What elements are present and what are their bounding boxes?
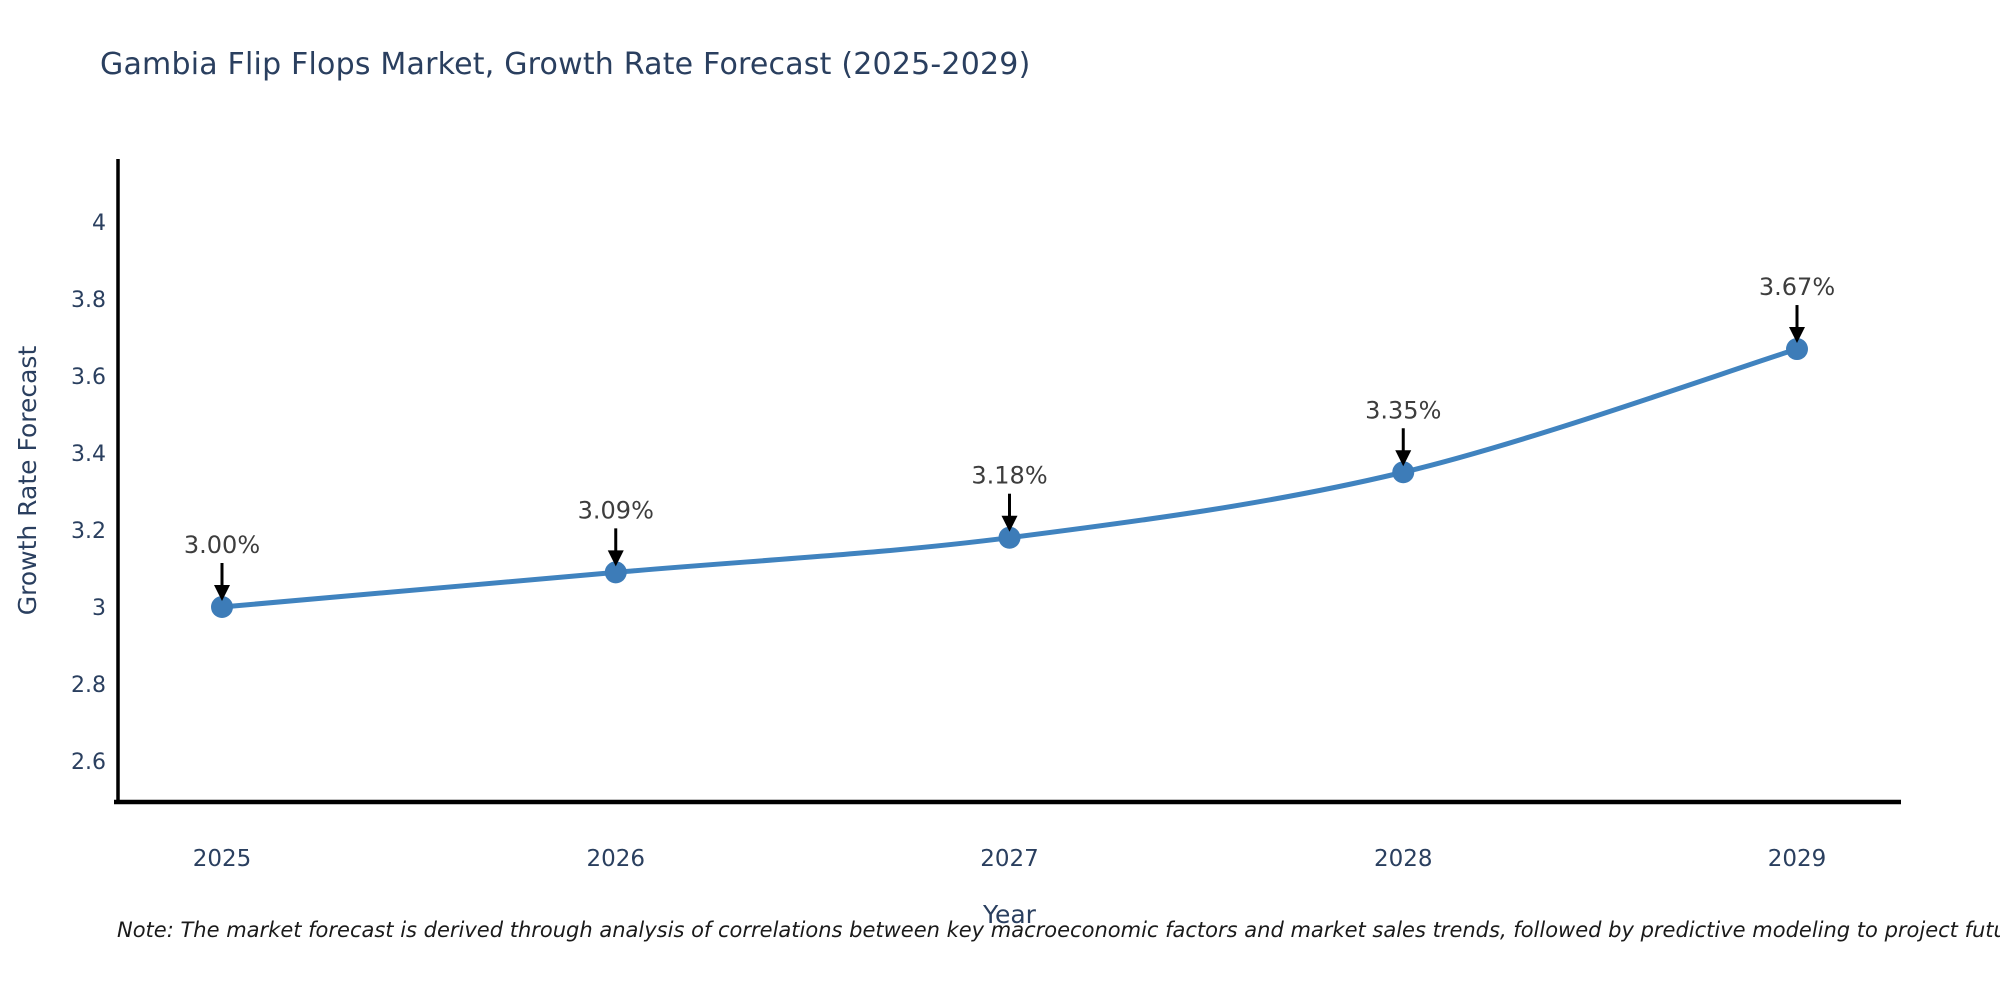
footnote: Note: The market forecast is derived thr… [117, 918, 2000, 942]
y-tick-label: 4 [92, 211, 106, 236]
data-point-marker [211, 596, 233, 618]
annotation-arrowhead [1395, 450, 1412, 467]
y-tick-label: 2.6 [71, 750, 106, 775]
data-point-marker [1786, 338, 1808, 361]
annotation-arrowhead [1001, 515, 1018, 532]
annotation-arrowhead [1789, 327, 1805, 344]
y-tick-label: 3.2 [71, 519, 106, 544]
x-tick-label: 2026 [586, 846, 645, 872]
y-tick-label: 3.6 [71, 365, 106, 390]
y-tick-label: 3 [92, 596, 106, 621]
data-point-marker [998, 526, 1021, 549]
annotation-label: 3.00% [184, 531, 260, 559]
y-tick-label: 3.8 [71, 288, 106, 313]
data-point-marker [604, 561, 627, 584]
annotation-arrowhead [607, 550, 624, 567]
annotation-label: 3.18% [971, 462, 1047, 490]
data-point-marker [1392, 461, 1415, 484]
x-tick-label: 2029 [1768, 846, 1827, 872]
y-axis-title: Growth Rate Forecast [13, 346, 42, 616]
chart-title: Gambia Flip Flops Market, Growth Rate Fo… [100, 47, 1031, 82]
y-tick-label: 3.4 [71, 442, 106, 467]
annotation-label: 3.35% [1365, 396, 1441, 424]
x-axis-title: Year [982, 900, 1037, 929]
x-tick-label: 2025 [193, 846, 252, 872]
annotation-arrowhead [214, 585, 230, 601]
x-tick-label: 2027 [980, 846, 1039, 872]
annotation-label: 3.09% [578, 496, 654, 524]
x-tick-label: 2028 [1374, 846, 1433, 872]
annotation-label: 3.67% [1759, 273, 1835, 301]
y-tick-label: 2.8 [71, 673, 106, 698]
